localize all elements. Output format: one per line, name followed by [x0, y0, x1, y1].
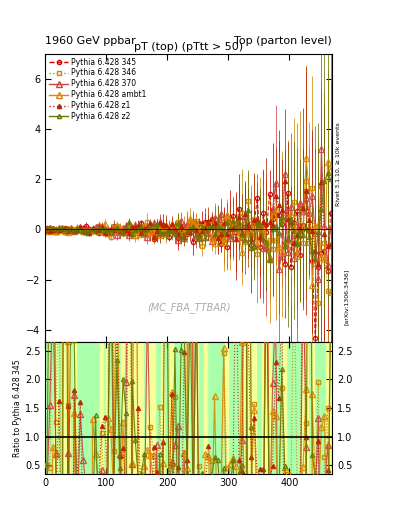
Bar	[265, 343, 268, 474]
Text: [arXiv:1306.3436]: [arXiv:1306.3436]	[344, 269, 349, 325]
Title: pT (top) (pTtt > 50): pT (top) (pTtt > 50)	[134, 41, 243, 52]
Bar	[128, 343, 130, 474]
Bar	[161, 343, 164, 474]
Bar	[204, 343, 207, 474]
Bar	[112, 343, 116, 474]
Bar	[121, 343, 125, 474]
Text: Rivet 3.1.10, ≥ 10k events: Rivet 3.1.10, ≥ 10k events	[336, 122, 341, 206]
Bar	[185, 343, 189, 474]
Bar	[250, 343, 253, 474]
Bar	[152, 343, 155, 474]
Bar	[170, 343, 173, 474]
Bar	[253, 343, 256, 474]
Bar	[137, 343, 140, 474]
Bar	[45, 343, 332, 474]
Bar	[64, 343, 66, 474]
Bar	[301, 343, 305, 474]
Bar	[106, 343, 109, 474]
Bar	[134, 343, 137, 474]
Bar	[247, 343, 250, 474]
Bar	[329, 343, 332, 474]
Bar	[100, 343, 103, 474]
Bar	[54, 343, 57, 474]
Bar	[146, 343, 149, 474]
Text: Top (parton level): Top (parton level)	[234, 36, 332, 46]
Bar	[268, 343, 271, 474]
Bar	[305, 343, 308, 474]
Bar	[73, 343, 76, 474]
Bar	[149, 343, 152, 474]
Bar	[225, 343, 228, 474]
Bar	[244, 343, 247, 474]
Bar	[195, 343, 198, 474]
Text: 1960 GeV ppbar: 1960 GeV ppbar	[45, 36, 136, 46]
Bar	[326, 343, 329, 474]
Y-axis label: Ratio to Pythia 6.428 345: Ratio to Pythia 6.428 345	[13, 359, 22, 457]
Bar	[66, 343, 70, 474]
Legend: Pythia 6.428 345, Pythia 6.428 346, Pythia 6.428 370, Pythia 6.428 ambt1, Pythia: Pythia 6.428 345, Pythia 6.428 346, Pyth…	[48, 56, 148, 123]
Bar	[262, 343, 265, 474]
Bar	[140, 343, 143, 474]
Bar	[311, 343, 314, 474]
Text: (MC_FBA_TTBAR): (MC_FBA_TTBAR)	[147, 302, 230, 313]
Bar	[283, 343, 286, 474]
